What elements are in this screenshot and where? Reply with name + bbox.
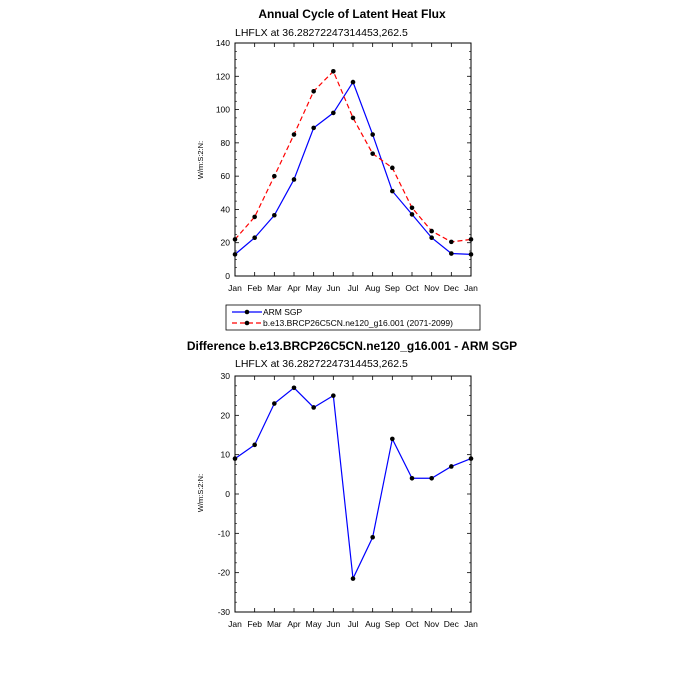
- y-axis-label: W/m:S:2:N:: [196, 474, 205, 512]
- series-0-point: [429, 475, 434, 481]
- series-1-point: [331, 68, 336, 74]
- y-tick-label: -30: [218, 607, 231, 617]
- x-tick-label: Jul: [348, 619, 359, 629]
- series-0-point: [232, 456, 238, 461]
- x-tick-label: Apr: [287, 283, 300, 293]
- x-tick-label: Aug: [365, 283, 380, 293]
- y-tick-label: -20: [218, 568, 231, 578]
- y-axis-label: W/m:S:2:N:: [196, 141, 205, 179]
- y-tick-label: 20: [221, 410, 231, 420]
- y-tick-label: 100: [216, 105, 230, 115]
- series-0-point: [449, 464, 454, 469]
- series-1-point: [370, 151, 375, 156]
- y-tick-label: 10: [221, 450, 231, 460]
- series-1-point: [291, 132, 297, 137]
- series-0-point: [370, 132, 375, 137]
- series-line-0: [234, 386, 472, 581]
- x-tick-label: Feb: [247, 283, 262, 293]
- series-line-1: [234, 70, 472, 243]
- legend-marker-arm-sgp: [244, 309, 250, 315]
- series-0-point: [350, 79, 356, 85]
- x-tick-label: May: [306, 283, 323, 293]
- x-tick-label: Jul: [348, 283, 359, 293]
- y-tick-label: 60: [221, 171, 231, 181]
- chart-subtitle: LHFLX at 36.28272247314453,262.5: [235, 27, 408, 39]
- series-0-point: [409, 212, 415, 217]
- x-tick-label: Nov: [424, 619, 440, 629]
- y-tick-label: 0: [225, 489, 230, 499]
- series-0-point: [331, 110, 336, 116]
- x-tick-label: Jan: [464, 619, 478, 629]
- x-tick-label: May: [306, 619, 323, 629]
- x-tick-label: Oct: [405, 283, 419, 293]
- series-0-point: [429, 235, 434, 241]
- latent-heat-flux-chart: Annual Cycle of Latent Heat Flux LHFLX a…: [196, 7, 478, 293]
- series-1-point: [468, 237, 474, 242]
- series-1-point: [429, 228, 434, 234]
- y-tick-label: 140: [216, 38, 230, 48]
- series-0-point: [291, 177, 297, 182]
- series-1-point: [252, 214, 257, 220]
- y-tick-label: 0: [225, 271, 230, 281]
- x-tick-label: Jan: [228, 283, 242, 293]
- series-0-point: [291, 385, 297, 391]
- x-tick-label: Apr: [287, 619, 300, 629]
- series-0-point: [449, 251, 454, 256]
- series-0-point: [390, 188, 395, 194]
- series-0-point: [409, 475, 415, 481]
- series-0-point: [252, 235, 257, 241]
- x-tick-label: Oct: [405, 619, 419, 629]
- series-0-point: [272, 401, 277, 406]
- x-tick-label: Dec: [444, 283, 460, 293]
- legend-label-arm-sgp: ARM SGP: [263, 307, 303, 317]
- series-1-point: [272, 173, 277, 179]
- x-tick-label: Jan: [228, 619, 242, 629]
- series-0-point: [331, 393, 336, 398]
- x-tick-label: Dec: [444, 619, 460, 629]
- chart-title: Annual Cycle of Latent Heat Flux: [258, 7, 446, 21]
- series-1-point: [232, 237, 238, 242]
- series-1-point: [390, 165, 395, 171]
- series-1-point: [409, 205, 415, 211]
- y-tick-label: 20: [221, 238, 231, 248]
- x-tick-label: Mar: [267, 283, 282, 293]
- series-1-point: [449, 239, 454, 245]
- difference-chart: Difference b.e13.BRCP26C5CN.ne120_g16.00…: [187, 339, 517, 629]
- chart-title: Difference b.e13.BRCP26C5CN.ne120_g16.00…: [187, 339, 517, 353]
- y-tick-label: 40: [221, 204, 231, 214]
- series-0-point: [252, 442, 257, 448]
- series-line-0: [234, 80, 472, 255]
- x-tick-label: Jun: [326, 619, 340, 629]
- legend-marker-model: [244, 320, 250, 326]
- x-tick-label: Sep: [385, 619, 400, 629]
- series-1-point: [350, 115, 356, 121]
- x-tick-label: Jan: [464, 283, 478, 293]
- series-0-point: [272, 212, 277, 218]
- y-tick-label: -10: [218, 528, 231, 538]
- x-tick-label: Nov: [424, 283, 440, 293]
- series-0-point: [370, 534, 375, 540]
- x-tick-label: Sep: [385, 283, 400, 293]
- legend-label-model: b.e13.BRCP26C5CN.ne120_g16.001 (2071-209…: [263, 318, 453, 328]
- y-tick-label: 120: [216, 71, 230, 81]
- chart-subtitle: LHFLX at 36.28272247314453,262.5: [235, 358, 408, 370]
- series-0-point: [390, 436, 395, 442]
- legend-box: [225, 304, 481, 331]
- series-0-point: [311, 405, 316, 410]
- x-tick-label: Feb: [247, 619, 262, 629]
- series-0-point: [350, 576, 356, 581]
- series-0-point: [311, 125, 316, 131]
- series-1-point: [311, 88, 316, 94]
- y-tick-label: 30: [221, 371, 231, 381]
- x-tick-label: Jun: [326, 283, 340, 293]
- legend: ARM SGP b.e13.BRCP26C5CN.ne120_g16.001 (…: [225, 304, 481, 331]
- series-0-point: [468, 456, 474, 461]
- x-tick-label: Mar: [267, 619, 282, 629]
- y-tick-label: 80: [221, 138, 231, 148]
- series-0-point: [468, 252, 474, 257]
- series-0-point: [232, 252, 238, 257]
- x-tick-label: Aug: [365, 619, 380, 629]
